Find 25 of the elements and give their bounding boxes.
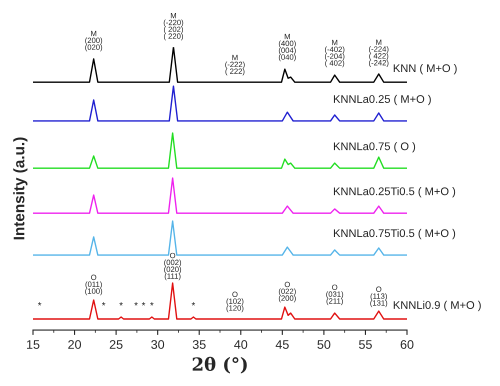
annotation: * xyxy=(38,302,42,306)
annotation: * xyxy=(142,302,146,306)
series-label: KNNLa0.75 ( O ) xyxy=(334,142,416,152)
annotation: * xyxy=(134,302,138,306)
series-label: KNN ( M+O ) xyxy=(394,64,457,74)
y-axis-title: Intensity (a.u.) xyxy=(13,138,28,240)
annotation: * xyxy=(102,302,106,306)
x-tick-label: 45 xyxy=(276,340,289,349)
x-tick-label: 40 xyxy=(234,340,248,349)
x-tick-label: 30 xyxy=(151,340,164,349)
x-axis-title: 2θ (°) xyxy=(192,356,247,374)
x-tick-label: 50 xyxy=(317,340,330,349)
series-label: KNNLa0.25Ti0.5 ( M+O ) xyxy=(334,187,456,198)
series-label: KNNLi0.9 ( M+O ) xyxy=(394,300,481,312)
annotation: * xyxy=(192,302,196,306)
x-tick-label: 60 xyxy=(400,340,414,349)
x-tick-label: 35 xyxy=(192,340,206,349)
annotation: * xyxy=(150,302,154,306)
annotation: * xyxy=(119,302,123,306)
series-label: KNNLa0.75Ti0.5 ( M+O ) xyxy=(334,228,456,240)
x-tick-label: 55 xyxy=(358,340,372,349)
x-tick-label: 20 xyxy=(68,340,82,349)
x-tick-label: 25 xyxy=(110,340,123,349)
x-tick-label: 15 xyxy=(27,340,40,349)
series-label: KNNLa0.25 ( M+O ) xyxy=(334,94,431,106)
